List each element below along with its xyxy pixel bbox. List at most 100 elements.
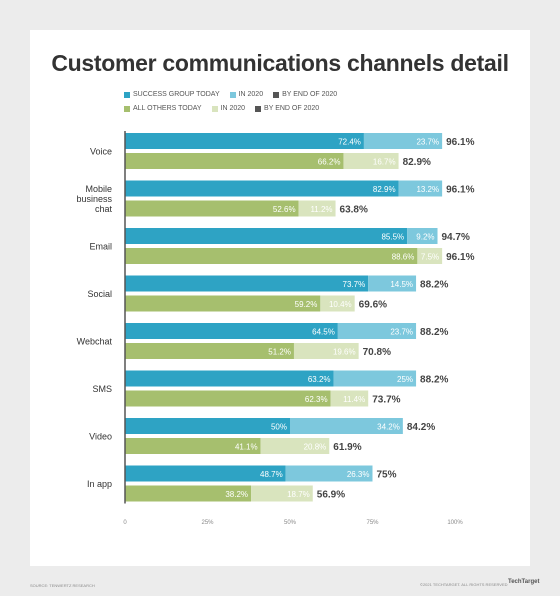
- bar-in-2020: [407, 228, 438, 244]
- bar-in-2020: [398, 180, 443, 197]
- x-tick-label: 50%: [284, 520, 297, 526]
- data-label-2020: 34.2%: [377, 423, 400, 432]
- data-label-today: 66.2%: [318, 158, 341, 167]
- data-label-today: 62.3%: [305, 395, 328, 404]
- source-note: SOURCE: TENWERTZ RESEARCH: [30, 583, 95, 588]
- category-label: In app: [87, 479, 112, 489]
- bar-in-2020: [333, 370, 417, 387]
- bar-in-2020: [337, 323, 417, 339]
- legend-item-success-2020: IN 2020: [229, 91, 264, 98]
- bar-today: [125, 438, 261, 454]
- legend-label: SUCCESS GROUP TODAY: [133, 91, 220, 98]
- data-label-by-end: 82.9%: [403, 157, 431, 168]
- data-label-2020: 7.5%: [421, 253, 439, 262]
- data-label-today: 48.7%: [260, 470, 283, 479]
- data-label-today: 73.7%: [343, 280, 366, 289]
- bar-in-2020: [298, 200, 336, 217]
- legend-swatch: [124, 91, 130, 98]
- data-label-by-end: 88.2%: [420, 375, 448, 386]
- legend-swatch: [124, 105, 130, 112]
- data-label-today: 59.2%: [295, 300, 318, 309]
- bar-today: [125, 248, 418, 264]
- data-label-today: 51.2%: [268, 348, 291, 357]
- category-label: SMS: [92, 384, 112, 394]
- data-label-2020: 20.8%: [304, 443, 327, 452]
- legend-item-success-today: SUCCESS GROUP TODAY: [124, 91, 220, 98]
- data-label-by-end: 96.1%: [446, 252, 474, 263]
- legend-label: BY END OF 2020: [282, 91, 338, 98]
- bar-in-2020: [368, 275, 417, 292]
- bar-in-2020: [343, 153, 399, 169]
- category-label: chat: [95, 204, 113, 214]
- bar-today: [125, 485, 252, 502]
- bar-in-2020: [417, 248, 443, 264]
- bar-in-2020: [260, 438, 330, 454]
- legend-item-others-end: BY END OF 2020: [255, 105, 319, 112]
- data-label-2020: 11.2%: [310, 205, 332, 214]
- data-label-today: 38.2%: [225, 490, 248, 499]
- x-tick-label: 100%: [447, 520, 463, 526]
- data-label-2020: 18.7%: [287, 490, 310, 499]
- data-label-2020: 9.2%: [416, 233, 434, 242]
- data-label-by-end: 69.6%: [359, 300, 387, 311]
- data-label-by-end: 84.2%: [407, 422, 435, 433]
- legend-row-others: ALL OTHERS TODAY IN 2020 BY END OF 2020: [124, 105, 327, 114]
- category-label: Video: [89, 432, 112, 442]
- data-label-by-end: 96.1%: [446, 185, 474, 196]
- legend-swatch: [211, 105, 218, 112]
- data-label-2020: 14.5%: [390, 280, 413, 289]
- bar-today: [125, 370, 334, 387]
- data-label-today: 88.6%: [392, 253, 415, 262]
- copyright-note: ©2021 TECHTARGET. ALL RIGHTS RESERVED: [420, 582, 508, 587]
- bar-today: [125, 275, 369, 292]
- legend-swatch: [229, 91, 236, 98]
- bar-today: [125, 295, 321, 312]
- bar-today: [125, 323, 338, 339]
- legend-swatch: [255, 105, 262, 112]
- legend-item-success-end: BY END OF 2020: [273, 91, 337, 98]
- data-label-2020: 26.3%: [347, 470, 370, 479]
- bar-in-2020: [251, 485, 313, 502]
- data-label-today: 50%: [271, 423, 287, 432]
- category-label: business: [76, 194, 112, 204]
- data-label-by-end: 63.8%: [340, 205, 368, 216]
- bar-today: [125, 390, 331, 407]
- data-label-today: 82.9%: [373, 185, 396, 194]
- x-tick-label: 0: [123, 520, 127, 526]
- bar-today: [125, 343, 294, 359]
- brand-logo: TechTarget: [508, 579, 540, 585]
- category-label: Social: [87, 289, 112, 299]
- category-label: Email: [89, 242, 112, 252]
- legend-label: BY END OF 2020: [264, 105, 320, 112]
- bar-today: [125, 418, 290, 434]
- category-label: Voice: [90, 147, 112, 157]
- data-label-2020: 23.7%: [390, 328, 413, 337]
- bar-in-2020: [330, 390, 369, 407]
- data-label-2020: 16.7%: [373, 158, 396, 167]
- bar-in-2020: [363, 133, 443, 149]
- data-label-today: 72.4%: [338, 138, 361, 147]
- data-label-2020: 10.4%: [329, 300, 352, 309]
- data-label-by-end: 96.1%: [446, 137, 474, 148]
- bar-today: [125, 465, 286, 482]
- data-label-by-end: 70.8%: [363, 347, 391, 358]
- data-label-by-end: 73.7%: [372, 395, 400, 406]
- data-label-today: 41.1%: [235, 443, 258, 452]
- bar-today: [125, 228, 408, 244]
- legend-row-success: SUCCESS GROUP TODAY IN 2020 BY END OF 20…: [124, 91, 345, 100]
- bar-today: [125, 133, 364, 149]
- bar-in-2020: [290, 418, 403, 434]
- x-tick-label: 25%: [201, 520, 214, 526]
- category-label: Webchat: [77, 337, 113, 347]
- data-label-by-end: 56.9%: [317, 490, 345, 501]
- data-label-by-end: 94.7%: [442, 232, 470, 243]
- data-label-2020: 11.4%: [343, 395, 365, 404]
- bar-in-2020: [293, 343, 359, 359]
- data-label-by-end: 88.2%: [420, 280, 448, 291]
- legend-label: IN 2020: [220, 105, 246, 112]
- data-label-2020: 19.6%: [333, 348, 356, 357]
- legend-label: IN 2020: [238, 91, 264, 98]
- bar-today: [125, 200, 299, 217]
- x-tick-label: 75%: [366, 520, 379, 526]
